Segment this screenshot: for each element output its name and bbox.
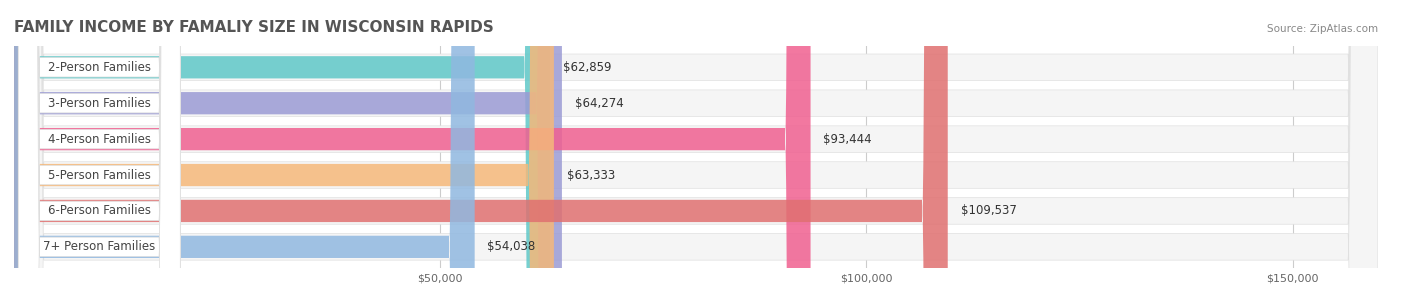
Text: $54,038: $54,038	[488, 240, 536, 253]
FancyBboxPatch shape	[18, 0, 180, 305]
FancyBboxPatch shape	[14, 0, 1378, 305]
FancyBboxPatch shape	[18, 0, 180, 305]
Text: $93,444: $93,444	[824, 133, 872, 145]
Text: Source: ZipAtlas.com: Source: ZipAtlas.com	[1267, 24, 1378, 34]
FancyBboxPatch shape	[14, 0, 475, 305]
Text: 3-Person Families: 3-Person Families	[48, 97, 150, 110]
Text: 7+ Person Families: 7+ Person Families	[44, 240, 156, 253]
FancyBboxPatch shape	[14, 0, 554, 305]
Text: 4-Person Families: 4-Person Families	[48, 133, 150, 145]
Text: FAMILY INCOME BY FAMALIY SIZE IN WISCONSIN RAPIDS: FAMILY INCOME BY FAMALIY SIZE IN WISCONS…	[14, 20, 494, 35]
FancyBboxPatch shape	[18, 0, 180, 305]
Text: 5-Person Families: 5-Person Families	[48, 169, 150, 181]
Text: $63,333: $63,333	[567, 169, 614, 181]
Text: 6-Person Families: 6-Person Families	[48, 204, 150, 217]
Text: $62,859: $62,859	[562, 61, 612, 74]
FancyBboxPatch shape	[14, 0, 1378, 305]
FancyBboxPatch shape	[14, 0, 562, 305]
Text: $64,274: $64,274	[575, 97, 623, 110]
FancyBboxPatch shape	[14, 0, 1378, 305]
FancyBboxPatch shape	[14, 0, 550, 305]
Text: $109,537: $109,537	[960, 204, 1017, 217]
FancyBboxPatch shape	[14, 0, 1378, 305]
FancyBboxPatch shape	[18, 0, 180, 305]
FancyBboxPatch shape	[14, 0, 948, 305]
FancyBboxPatch shape	[14, 0, 811, 305]
FancyBboxPatch shape	[14, 0, 1378, 305]
FancyBboxPatch shape	[18, 0, 180, 305]
FancyBboxPatch shape	[18, 0, 180, 305]
Text: 2-Person Families: 2-Person Families	[48, 61, 150, 74]
FancyBboxPatch shape	[14, 0, 1378, 305]
